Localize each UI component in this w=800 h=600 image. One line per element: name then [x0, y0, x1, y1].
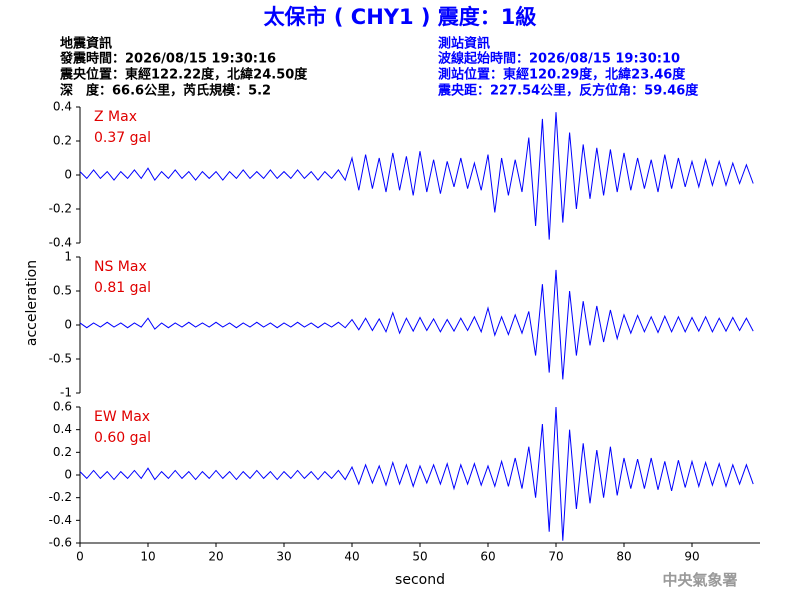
y-tick-label: -0.4: [49, 513, 72, 527]
station-info: 震央距：227.54公里，反方位角：59.46度: [437, 83, 699, 99]
chart-title: 太保市 ( CHY1 ) 震度：1級: [264, 5, 537, 29]
annotation: 0.81 gal: [94, 280, 151, 296]
y-axis-label: acceleration: [24, 260, 40, 346]
annotation: NS Max: [94, 259, 147, 275]
y-tick-label: 0.4: [53, 422, 72, 436]
y-tick-label: 0.2: [53, 445, 72, 459]
x-tick-label: 10: [140, 550, 155, 564]
y-tick-label: 0: [64, 168, 72, 182]
x-tick-label: 90: [684, 550, 699, 564]
annotation: 0.37 gal: [94, 130, 151, 146]
waveform: [79, 406, 754, 541]
footer: 中央氣象署: [662, 571, 737, 589]
x-tick-label: 50: [412, 550, 427, 564]
event-info: 深 度：66.6公里，芮氏規模：5.2: [60, 83, 271, 99]
y-tick-label: 0.4: [53, 100, 72, 114]
y-tick-label: -1: [60, 386, 72, 400]
y-tick-label: 0.6: [53, 400, 72, 414]
y-tick-label: -0.6: [49, 536, 72, 550]
x-tick-label: 20: [208, 550, 223, 564]
waveform: [79, 269, 754, 380]
annotation: Z Max: [94, 109, 137, 125]
y-tick-label: 0: [64, 318, 72, 332]
y-tick-label: 0.5: [53, 284, 72, 298]
x-tick-label: 60: [480, 550, 495, 564]
station-info: 測站資訊: [438, 36, 490, 52]
x-tick-label: 0: [76, 550, 84, 564]
event-info: 發震時間：2026/08/15 19:30:16: [59, 51, 276, 67]
y-tick-label: -0.2: [49, 490, 72, 504]
event-info: 震央位置：東經122.22度，北緯24.50度: [59, 67, 308, 83]
annotation: 0.60 gal: [94, 430, 151, 446]
x-tick-label: 80: [616, 550, 631, 564]
station-info: 波線起始時間：2026/08/15 19:30:10: [438, 51, 680, 67]
event-info: 地震資訊: [60, 36, 112, 52]
x-tick-label: 30: [276, 550, 291, 564]
annotation: EW Max: [94, 409, 150, 425]
y-tick-label: 0: [64, 468, 72, 482]
y-tick-label: 1: [64, 250, 72, 264]
y-tick-label: -0.4: [49, 236, 72, 250]
y-tick-label: -0.5: [49, 352, 72, 366]
x-tick-label: 70: [548, 550, 563, 564]
station-info: 測站位置：東經120.29度，北緯23.46度: [438, 67, 686, 83]
y-tick-label: 0.2: [53, 134, 72, 148]
x-axis-label: second: [395, 572, 445, 588]
x-tick-label: 40: [344, 550, 359, 564]
y-tick-label: -0.2: [49, 202, 72, 216]
waveform: [79, 112, 754, 240]
